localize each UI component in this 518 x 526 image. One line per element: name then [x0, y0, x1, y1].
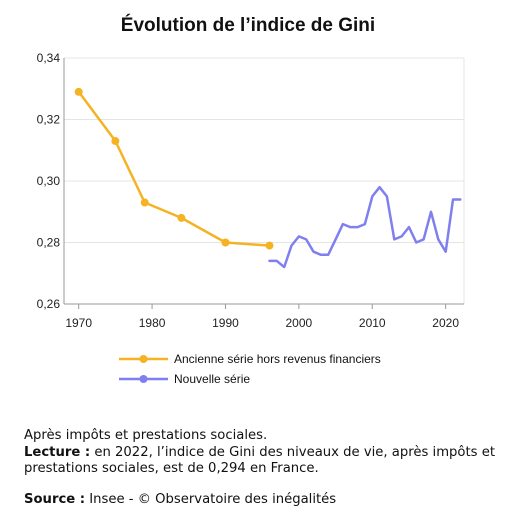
- caption-lecture: Lecture : en 2022, l’indice de Gini des …: [24, 445, 504, 478]
- series-line-1: [77, 90, 271, 247]
- lecture-label: Lecture :: [24, 444, 91, 460]
- x-tick-label: 1990: [212, 316, 239, 330]
- data-point: [74, 87, 83, 96]
- x-tick-label: 2000: [286, 316, 313, 330]
- legend: Ancienne série hors revenus financiers No…: [119, 352, 381, 386]
- series-line-2: [268, 185, 462, 269]
- caption-source: Source : Insee - © Observatoire des inég…: [24, 492, 504, 509]
- source-text: Insee - © Observatoire des inégalités: [85, 491, 337, 507]
- legend-swatch-marker: [139, 355, 148, 363]
- x-tick-label: 1980: [139, 316, 166, 330]
- y-tick-label: 0,26: [37, 297, 61, 311]
- x-tick-label: 2010: [359, 316, 386, 330]
- series-lines: [74, 87, 462, 269]
- legend-label: Nouvelle série: [174, 372, 250, 386]
- data-point: [111, 137, 120, 146]
- y-tick-label: 0,34: [37, 51, 61, 65]
- grid-lines: [64, 57, 465, 305]
- data-point: [221, 238, 230, 247]
- lecture-text: en 2022, l’indice de Gini des niveaux de…: [24, 444, 496, 477]
- source-label: Source :: [24, 491, 86, 507]
- legend-label: Ancienne série hors revenus financiers: [174, 352, 381, 366]
- x-tick-label: 1970: [65, 316, 92, 330]
- axes: 0,26 0,28 0,30 0,32 0,34 1970 1980 1990 2000 2010…: [37, 51, 464, 330]
- y-tick-label: 0,28: [37, 236, 61, 250]
- chart-title: Évolution de l’indice de Gini: [121, 14, 375, 36]
- chart-caption: Après impôts et prestations sociales. Le…: [24, 428, 504, 508]
- data-point: [140, 198, 149, 207]
- caption-note: Après impôts et prestations sociales.: [24, 428, 268, 443]
- data-point: [177, 213, 186, 222]
- data-point: [265, 241, 274, 250]
- x-tick-label: 2020: [432, 316, 459, 330]
- y-tick-label: 0,32: [37, 113, 61, 127]
- legend-swatch-marker: [139, 375, 148, 383]
- y-tick-label: 0,30: [37, 174, 61, 188]
